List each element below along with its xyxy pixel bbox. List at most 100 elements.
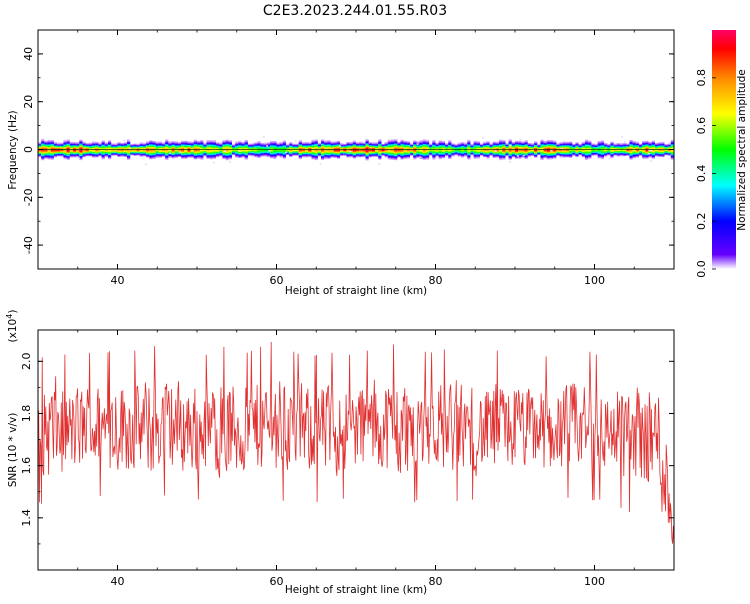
heatmap-cell — [464, 145, 468, 147]
heatmap-cell — [286, 144, 290, 146]
heatmap-cell — [346, 155, 350, 157]
heatmap-cell — [298, 143, 302, 145]
heatmap-cell — [425, 154, 430, 156]
heatmap-cell — [619, 151, 624, 153]
heatmap-cell — [286, 149, 290, 151]
heatmap-cell — [79, 140, 83, 142]
heatmap-cell — [368, 156, 372, 158]
heatmap-cell — [165, 155, 169, 157]
heatmap-cell — [648, 142, 652, 145]
heatmap-cell — [540, 146, 544, 148]
heatmap-cell — [648, 156, 652, 158]
heatmap-cell — [82, 145, 86, 147]
heatmap-cell — [266, 154, 271, 156]
heatmap-cell — [390, 147, 395, 150]
heatmap-cell — [343, 151, 347, 153]
heatmap-cell — [394, 139, 398, 141]
heatmap-cell — [378, 149, 382, 151]
heatmap-cell — [518, 157, 522, 159]
heatmap-cell — [642, 157, 646, 159]
heatmap-cell — [327, 143, 331, 145]
heatmap-cell — [619, 153, 624, 155]
heatmap-cell — [311, 155, 315, 157]
heatmap-cell — [244, 146, 248, 148]
heatmap-cell — [76, 156, 80, 158]
heatmap-cell — [69, 151, 73, 154]
heatmap-cell — [88, 148, 93, 150]
heatmap-cell — [222, 142, 226, 144]
heatmap-cell — [149, 152, 153, 154]
heatmap-cell — [352, 146, 357, 148]
heatmap-cell — [136, 144, 140, 146]
heatmap-cell — [101, 152, 105, 154]
heatmap-cell — [222, 149, 226, 151]
heatmap-cell — [651, 140, 655, 142]
heatmap-cell — [515, 144, 519, 146]
heatmap-cell — [476, 146, 481, 148]
heatmap-cell — [88, 149, 93, 151]
heatmap-cell — [527, 153, 531, 155]
heatmap-cell — [72, 154, 77, 156]
heatmap-cell — [47, 139, 51, 142]
heatmap-cell — [260, 153, 264, 155]
heatmap-cell — [219, 151, 223, 154]
heatmap-cell — [120, 151, 124, 153]
heatmap-cell — [378, 140, 382, 142]
heatmap-cell — [181, 141, 185, 143]
heatmap-cell — [616, 147, 620, 149]
heatmap-cell — [298, 151, 302, 154]
heatmap-cell — [419, 152, 423, 154]
heatmap-cell — [295, 143, 299, 145]
heatmap-cell — [616, 144, 620, 146]
heatmap-cell — [635, 156, 640, 158]
heatmap-cell — [69, 146, 73, 148]
heatmap-cell — [629, 142, 633, 144]
heatmap-cell — [235, 144, 239, 147]
heatmap-cell — [441, 150, 446, 152]
heatmap-cell — [381, 151, 385, 153]
heatmap-cell — [451, 149, 455, 151]
heatmap-cell — [610, 147, 614, 149]
heatmap-cell — [47, 147, 51, 149]
heatmap-cell — [610, 149, 614, 151]
heatmap-cell — [257, 145, 261, 148]
heatmap-cell — [340, 148, 344, 150]
heatmap-cell — [422, 147, 426, 150]
heatmap-cell — [247, 147, 252, 150]
heatmap-cell — [445, 145, 449, 148]
heatmap-cell — [257, 151, 261, 154]
heatmap-cell — [569, 156, 573, 158]
heatmap-cell — [530, 147, 535, 149]
heatmap-cell — [263, 145, 267, 147]
heatmap-cell — [499, 153, 503, 155]
heatmap-cell — [569, 142, 573, 144]
heatmap-cell — [378, 145, 382, 148]
heatmap-cell — [190, 150, 194, 153]
heatmap-cell — [394, 158, 398, 161]
heatmap-cell — [311, 144, 315, 147]
heatmap-cell — [107, 152, 112, 155]
heatmap-cell — [76, 153, 80, 156]
heatmap-cell — [387, 140, 391, 142]
heatmap-cell — [569, 155, 573, 157]
heatmap-cell — [165, 156, 169, 159]
heatmap-cell — [480, 149, 484, 151]
heatmap-speck — [378, 162, 381, 165]
heatmap-cell — [158, 156, 163, 158]
heatmap-cell — [187, 142, 191, 144]
heatmap-cell — [515, 146, 519, 148]
heatmap-cell — [222, 156, 226, 158]
heatmap-cell — [378, 148, 382, 150]
heatmap-cell — [38, 143, 42, 145]
heatmap-cell — [82, 141, 86, 143]
heatmap-cell — [575, 151, 579, 153]
heatmap-cell — [346, 145, 350, 147]
heatmap-cell — [57, 151, 61, 153]
heatmap-cell — [282, 142, 287, 144]
heatmap-cell — [190, 156, 194, 158]
heatmap-cell — [584, 158, 589, 161]
heatmap-cell — [352, 156, 357, 158]
heatmap-cell — [343, 147, 347, 149]
heatmap-cell — [549, 156, 554, 159]
heatmap-cell — [492, 146, 496, 148]
